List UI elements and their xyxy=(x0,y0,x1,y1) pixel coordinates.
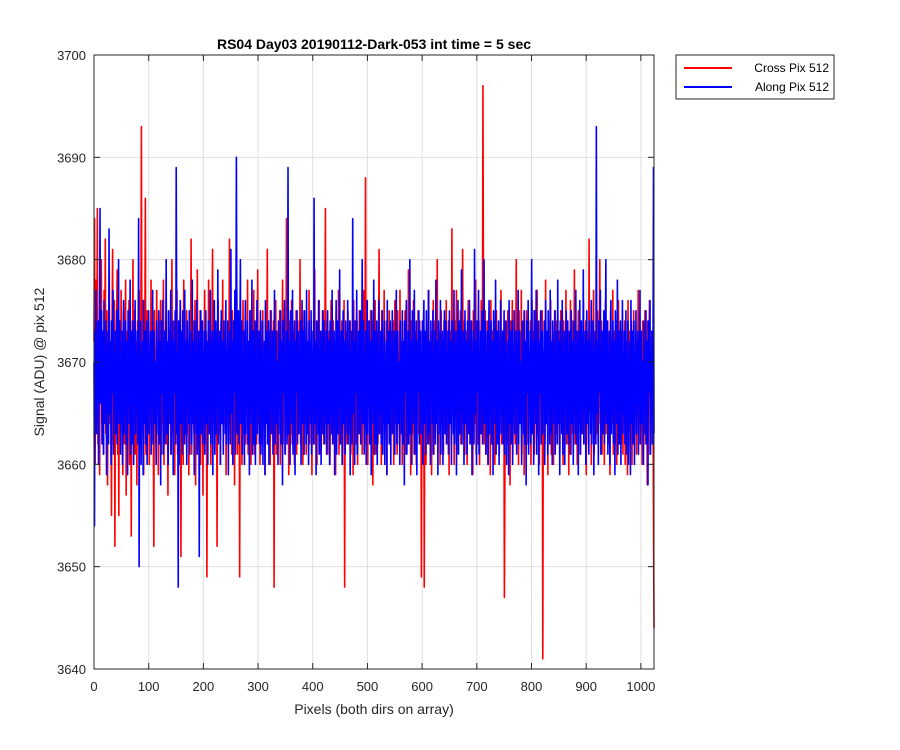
x-tick-label: 700 xyxy=(466,679,488,694)
x-tick-label: 0 xyxy=(90,679,97,694)
chart-title: RS04 Day03 20190112-Dark-053 int time = … xyxy=(217,36,531,52)
y-tick-label: 3670 xyxy=(57,355,86,370)
x-tick-label: 1000 xyxy=(626,679,655,694)
x-axis-label: Pixels (both dirs on array) xyxy=(294,701,454,717)
series-line-1 xyxy=(93,125,655,588)
x-tick-label: 600 xyxy=(411,679,433,694)
legend-label-along: Along Pix 512 xyxy=(755,80,829,94)
y-tick-label: 3680 xyxy=(57,253,86,268)
x-tick-label: 800 xyxy=(521,679,543,694)
x-tick-label: 500 xyxy=(357,679,379,694)
x-tick-label: 300 xyxy=(247,679,269,694)
x-tick-label: 900 xyxy=(575,679,597,694)
y-tick-label: 3650 xyxy=(57,560,86,575)
y-tick-label: 3660 xyxy=(57,457,86,472)
legend-label-cross: Cross Pix 512 xyxy=(754,61,829,75)
y-tick-label: 3700 xyxy=(57,48,86,63)
x-tick-label: 400 xyxy=(302,679,324,694)
x-tick-label: 100 xyxy=(138,679,160,694)
y-axis-label: Signal (ADU) @ pix 512 xyxy=(31,287,47,436)
ticks: 0 100 200 300 400 500 600 700 800 900 1000 3640 3650… xyxy=(57,48,655,694)
x-tick-label: 200 xyxy=(193,679,215,694)
y-tick-label: 3640 xyxy=(57,662,86,677)
legend: Cross Pix 512 Along Pix 512 xyxy=(675,54,835,100)
legend-box xyxy=(675,54,835,100)
y-tick-label: 3690 xyxy=(57,150,86,165)
plot-lines xyxy=(93,84,655,660)
